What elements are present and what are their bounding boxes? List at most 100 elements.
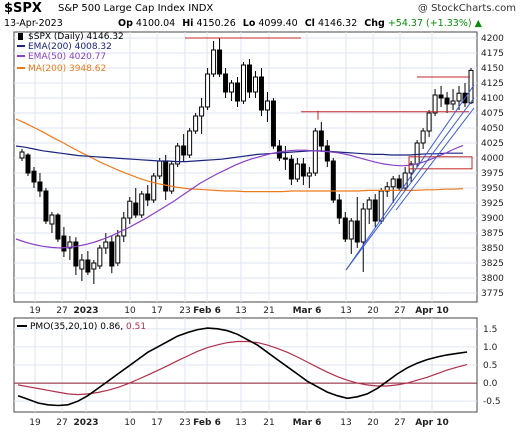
watermark: @ StockCharts.com — [417, 3, 516, 14]
candle-body — [402, 172, 408, 189]
trendline — [345, 84, 475, 271]
chart-header: $SPX S&P 500 Large Cap Index INDX @ Stoc… — [0, 0, 522, 32]
legend-label: EMA(50) 4020.77 — [28, 52, 106, 62]
legend-label: MA(200) 3948.62 — [28, 64, 106, 74]
candle-body — [270, 100, 276, 147]
candle-body — [139, 193, 145, 216]
index-name: S&P 500 Large Cap Index INDX — [58, 3, 214, 14]
cl-value: 4146.32 — [317, 18, 358, 29]
candle-body — [163, 160, 169, 192]
op-value: 4100.04 — [135, 18, 176, 29]
candle-body — [306, 172, 312, 177]
lo-label: Lo — [242, 18, 256, 29]
price-y-tick-label: 4175 — [481, 49, 504, 59]
pmo-x-tick-label: Feb 6 — [193, 418, 221, 428]
price-x-tick-label: 10 — [124, 306, 136, 316]
price-y-tick-label: 3900 — [481, 214, 504, 224]
trendline — [395, 107, 475, 211]
pmo-line — [17, 327, 468, 407]
price-y-tick-label: 3800 — [481, 274, 504, 284]
candle-body — [294, 163, 300, 180]
price-x-tick-label: 27 — [56, 306, 67, 316]
legend-label: $SPX (Daily) 4146.32 — [28, 32, 124, 42]
pmo-y-tick-label: 0.0 — [483, 379, 498, 389]
candle-body — [187, 130, 193, 156]
chg-value: +54.37 (+1.33%) — [387, 18, 472, 29]
candle-body — [37, 181, 43, 192]
price-y-tick-label: 4000 — [481, 154, 504, 164]
candle-body — [91, 262, 97, 270]
pmo-x-tick-label: 13 — [340, 418, 351, 428]
candle-body — [217, 49, 223, 75]
pmo-x-tick-label: 10 — [124, 418, 136, 428]
pmo-signal-line — [17, 340, 468, 396]
price-x-tick-label: 20 — [367, 306, 379, 316]
price-x-tick-label: Mar 6 — [293, 306, 322, 316]
candle-body — [342, 217, 348, 240]
price-x-tick-label: 13 — [235, 306, 246, 316]
price-y-tick-label: 4150 — [481, 64, 504, 74]
price-y-tick-label: 4050 — [481, 124, 504, 134]
pmo-x-tick-label: Mar 6 — [293, 418, 322, 428]
candle-body — [73, 241, 79, 267]
pmo-legend-main: PMO(35,20,10) 0.86, — [30, 322, 126, 332]
candle-body — [282, 157, 288, 160]
pmo-x-tick-label: 27 — [56, 418, 67, 428]
date: 13-Apr-2023 — [4, 18, 63, 29]
candle-body — [366, 199, 372, 210]
candle-body — [115, 235, 121, 264]
candle-body — [252, 76, 258, 93]
candle-body — [300, 163, 306, 177]
candle-body — [336, 199, 342, 219]
candle-body — [258, 76, 264, 111]
candle-body — [264, 100, 270, 111]
trendline — [345, 97, 475, 271]
symbol: $SPX — [4, 1, 42, 16]
candle-body — [330, 160, 336, 201]
candle-body — [235, 82, 241, 102]
candle-body — [31, 170, 37, 183]
price-y-tick-label: 3875 — [481, 229, 504, 239]
candle-body — [103, 241, 109, 249]
candle-body — [223, 73, 229, 93]
candle-body — [246, 64, 252, 93]
candle-body — [151, 175, 157, 201]
candle-body — [438, 94, 444, 99]
candle-body — [432, 94, 438, 114]
pmo-x-tick-label: 27 — [394, 418, 405, 428]
candle-body — [85, 259, 91, 273]
candle-body — [67, 241, 73, 249]
pmo-y-tick-label: 1.0 — [483, 343, 498, 353]
candle-body — [181, 145, 187, 156]
candle-body — [318, 130, 324, 147]
candle-body — [193, 115, 199, 132]
price-y-tick-label: 3975 — [481, 169, 504, 179]
pmo-y-tick-label: 0.5 — [483, 361, 497, 371]
pmo-x-tick-label: Apr 10 — [415, 418, 449, 428]
candle-body — [55, 214, 61, 240]
price-y-tick-label: 4075 — [481, 109, 504, 119]
pmo-x-tick-label: 21 — [263, 418, 274, 428]
pmo-legend-signal: 0.51 — [126, 322, 146, 332]
candle-body — [61, 235, 67, 252]
candle-body — [97, 247, 103, 267]
hi-label: Hi — [182, 18, 194, 29]
price-y-tick-label: 3775 — [481, 289, 504, 299]
candle-body — [211, 49, 217, 75]
price-x-tick-label: 23 — [179, 306, 190, 316]
candle-body — [133, 202, 139, 216]
price-y-tick-label: 4100 — [481, 94, 504, 104]
candle-body — [396, 178, 402, 189]
price-x-tick-label: 19 — [29, 306, 41, 316]
pmo-y-tick-label: -0.5 — [483, 397, 501, 407]
pmo-x-tick-label: 23 — [179, 418, 190, 428]
price-y-tick-label: 3950 — [481, 184, 504, 194]
candle-body — [312, 130, 318, 174]
candle-body — [169, 163, 175, 192]
candle-body — [49, 214, 55, 225]
price-x-tick-label: Apr 10 — [415, 306, 449, 316]
op-label: Op — [118, 18, 133, 29]
candle-body — [372, 199, 378, 222]
